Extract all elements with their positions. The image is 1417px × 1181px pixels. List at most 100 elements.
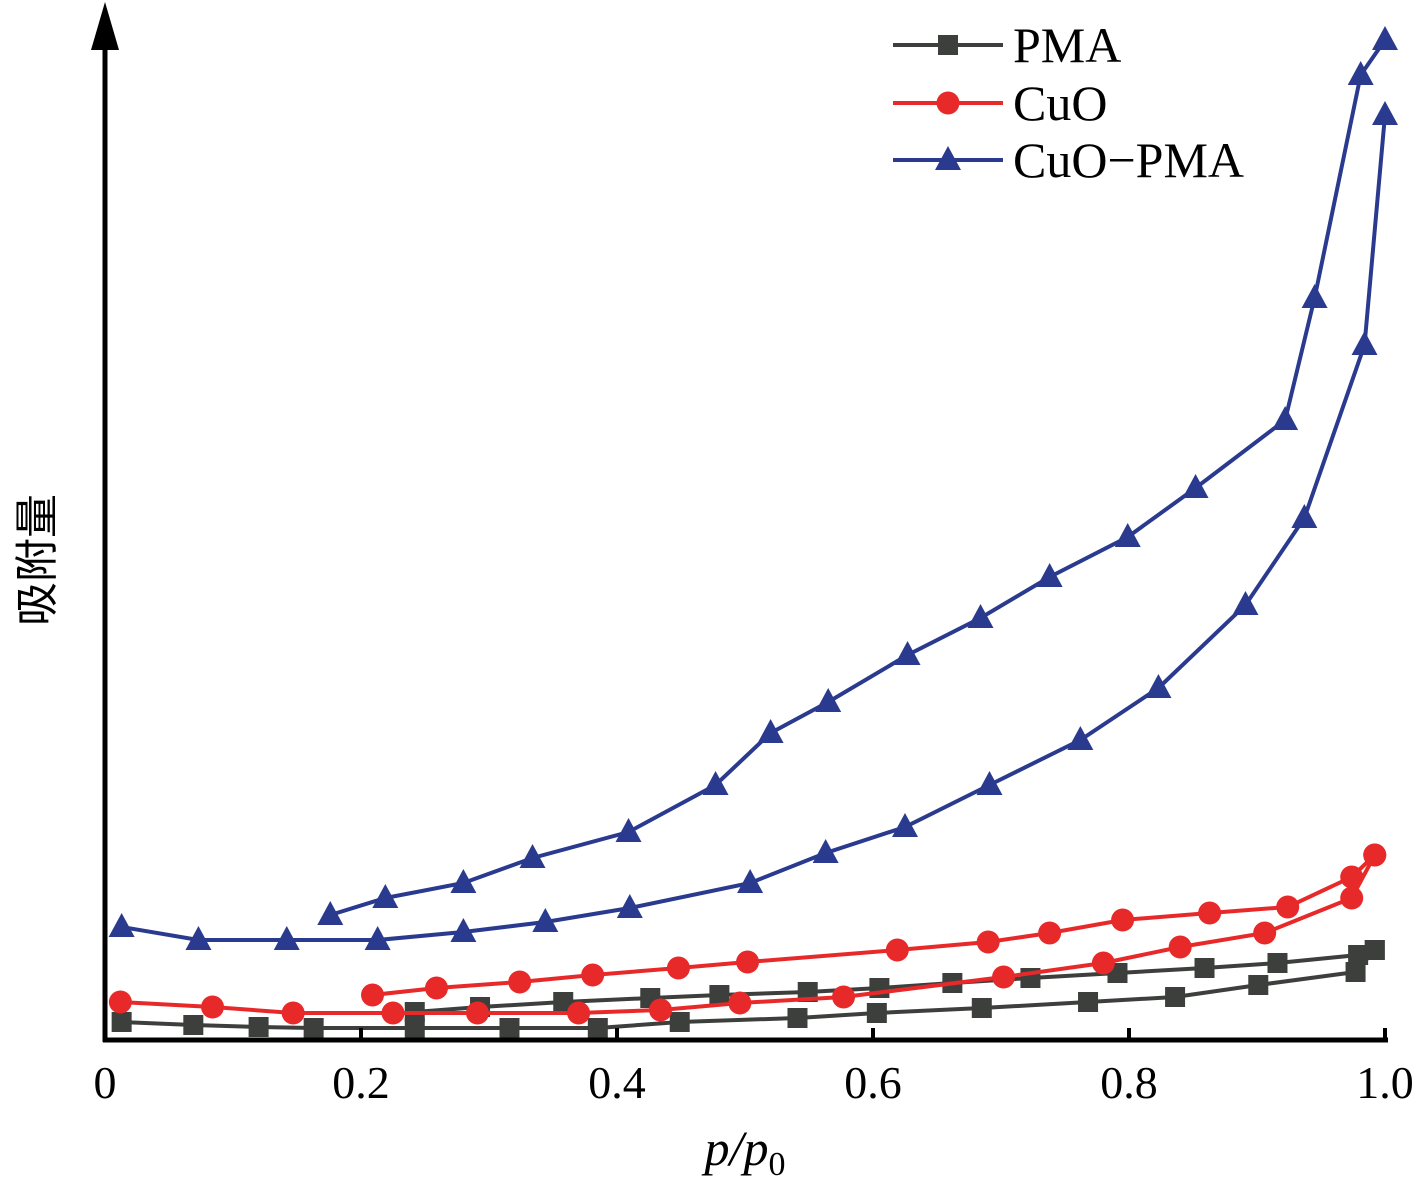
data-point xyxy=(1198,901,1222,925)
x-axis-label: p/p0 xyxy=(702,1120,786,1181)
data-point xyxy=(669,1012,690,1032)
data-point xyxy=(649,998,673,1022)
series-line xyxy=(121,948,1377,1030)
data-point xyxy=(885,938,909,962)
data-point xyxy=(567,1001,591,1025)
data-point xyxy=(465,1001,489,1025)
data-point xyxy=(1078,992,1099,1012)
data-point xyxy=(1165,987,1186,1007)
data-point xyxy=(248,1017,269,1037)
data-point xyxy=(1276,895,1300,919)
data-point xyxy=(1340,865,1364,889)
data-point xyxy=(361,983,385,1007)
data-point xyxy=(1111,908,1135,932)
data-point xyxy=(1363,843,1387,867)
data-point xyxy=(1091,951,1115,975)
data-point xyxy=(666,956,690,980)
data-point xyxy=(317,901,344,925)
data-point xyxy=(1038,921,1062,945)
x-tick-label: 1.0 xyxy=(1356,1057,1414,1108)
legend-item: CuO xyxy=(893,75,1107,131)
data-point xyxy=(1272,406,1299,430)
data-point xyxy=(815,688,842,712)
data-point xyxy=(281,1001,305,1025)
data-point xyxy=(581,963,605,987)
legend-item: PMA xyxy=(893,17,1121,73)
data-point xyxy=(1232,591,1259,615)
x-ticks: 0 0.2 0.4 0.6 0.8 1.0 xyxy=(94,1028,1414,1108)
data-point xyxy=(757,719,784,743)
legend-label: CuO xyxy=(1013,75,1107,131)
data-point xyxy=(508,970,532,994)
data-point xyxy=(1348,945,1369,965)
data-point xyxy=(615,818,642,842)
data-point xyxy=(894,641,921,665)
data-point xyxy=(976,771,1003,795)
data-point xyxy=(1340,886,1364,910)
data-point xyxy=(702,771,729,795)
series-line xyxy=(121,114,1387,942)
data-point xyxy=(185,926,212,950)
data-point xyxy=(787,1008,808,1028)
data-point xyxy=(832,985,856,1009)
data-point xyxy=(616,894,643,918)
legend-label: CuO−PMA xyxy=(1013,132,1244,188)
series-circle xyxy=(108,843,1387,1025)
data-point xyxy=(1168,935,1192,959)
data-point xyxy=(728,991,752,1015)
data-point xyxy=(1267,953,1288,973)
x-tick-label: 0.6 xyxy=(844,1057,902,1108)
data-point xyxy=(1301,284,1328,308)
data-point xyxy=(532,908,559,932)
series-triangle xyxy=(108,26,1398,950)
data-point xyxy=(1291,504,1318,528)
data-point xyxy=(381,1001,405,1025)
data-point xyxy=(1253,921,1277,945)
data-point xyxy=(709,985,730,1005)
x-tick-label: 0.8 xyxy=(1100,1057,1158,1108)
data-point xyxy=(587,1018,608,1038)
data-point xyxy=(737,869,764,893)
data-point xyxy=(183,1015,204,1035)
data-point xyxy=(1114,523,1141,547)
series-square xyxy=(111,940,1385,1038)
data-point xyxy=(404,1018,425,1038)
data-point xyxy=(1372,26,1398,50)
x-tick-label: 0.4 xyxy=(588,1057,646,1108)
data-point xyxy=(273,926,300,950)
data-point xyxy=(108,913,135,937)
series-line xyxy=(372,853,1377,997)
data-point xyxy=(1036,563,1063,587)
data-point xyxy=(866,1003,887,1023)
data-point xyxy=(892,813,918,837)
legend-marker xyxy=(938,35,958,55)
data-point xyxy=(971,998,992,1018)
legend-marker xyxy=(936,91,960,115)
data-point xyxy=(450,869,477,893)
data-point xyxy=(1182,474,1209,498)
data-point xyxy=(1194,958,1215,978)
data-point xyxy=(364,926,391,950)
data-point xyxy=(1345,962,1366,982)
legend-marker xyxy=(935,146,961,170)
data-point xyxy=(1372,101,1398,125)
x-tick-label: 0 xyxy=(94,1057,117,1108)
data-point xyxy=(553,992,574,1012)
data-point xyxy=(201,995,225,1019)
data-point xyxy=(372,884,399,908)
data-point xyxy=(1347,61,1374,85)
data-point xyxy=(108,990,132,1014)
data-point xyxy=(976,930,1000,954)
data-point xyxy=(812,839,839,863)
series-line xyxy=(414,948,1376,1014)
data-point xyxy=(519,844,546,868)
data-point xyxy=(111,1012,132,1032)
data-point xyxy=(736,950,760,974)
data-point xyxy=(499,1018,520,1038)
data-point xyxy=(1248,975,1269,995)
legend-label: PMA xyxy=(1013,17,1121,73)
data-point xyxy=(1145,674,1172,698)
data-point xyxy=(1067,726,1094,750)
